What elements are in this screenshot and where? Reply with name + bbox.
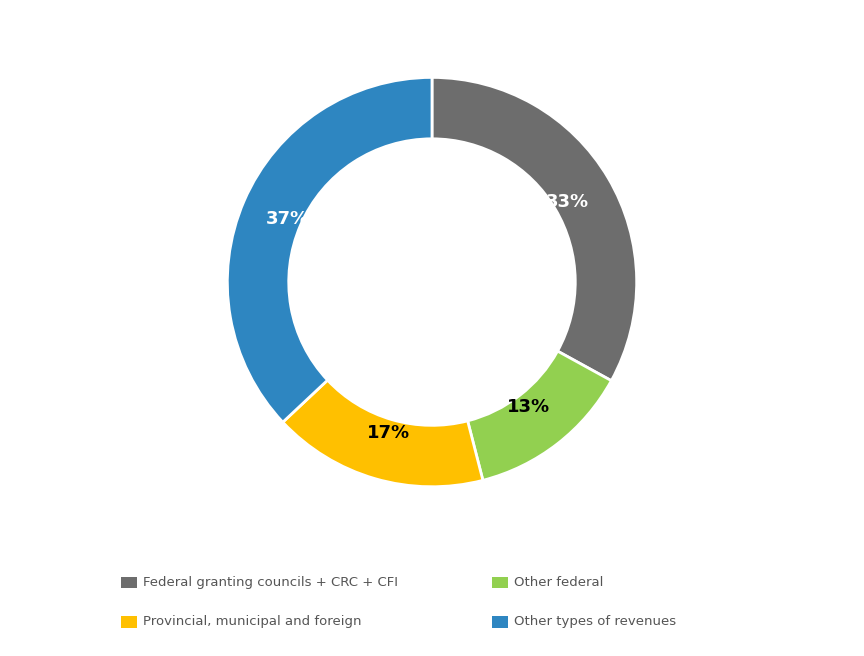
Text: 37%: 37% [266, 211, 309, 228]
Text: Provincial, municipal and foreign: Provincial, municipal and foreign [143, 615, 361, 628]
Text: 33%: 33% [546, 193, 589, 211]
Text: Other types of revenues: Other types of revenues [514, 615, 677, 628]
Wedge shape [467, 351, 612, 480]
Text: Other federal: Other federal [514, 576, 603, 589]
Text: 17%: 17% [366, 424, 410, 442]
Wedge shape [283, 380, 483, 487]
Wedge shape [227, 77, 432, 422]
Wedge shape [432, 77, 637, 380]
Text: 13%: 13% [507, 398, 550, 416]
Text: Federal granting councils + CRC + CFI: Federal granting councils + CRC + CFI [143, 576, 397, 589]
